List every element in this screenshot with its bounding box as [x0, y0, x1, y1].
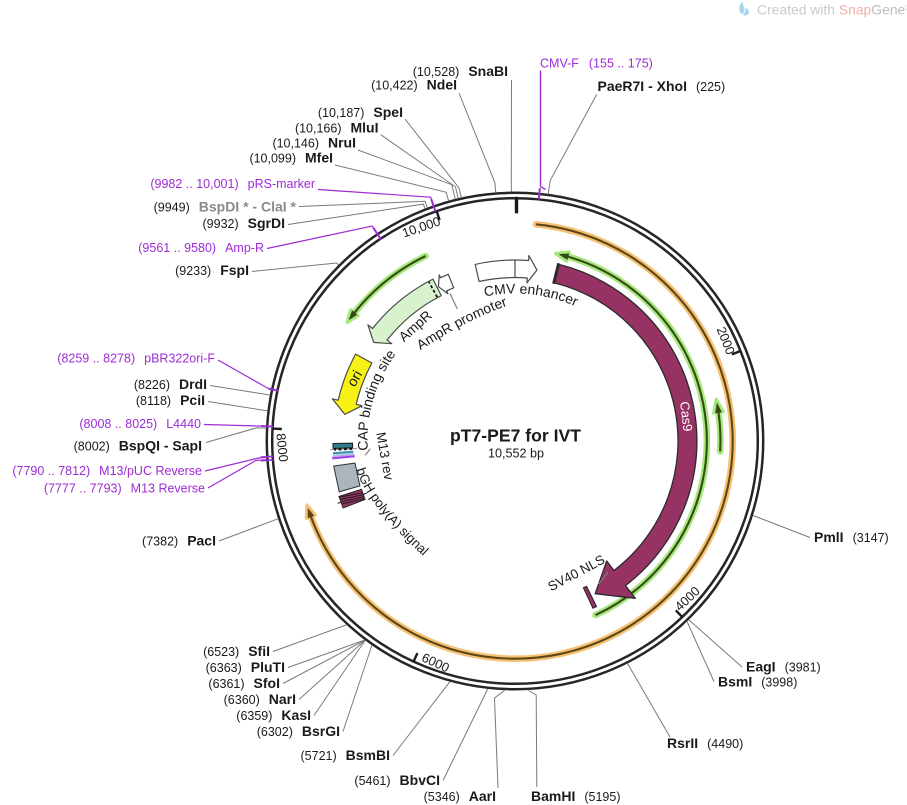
svg-text:(6523)SfiI: (6523) SfiI	[203, 643, 270, 659]
svg-text:Cas9: Cas9	[677, 401, 696, 433]
svg-text:PaeR7I - XhoI(225): PaeR7I - XhoI (225)	[598, 78, 726, 94]
svg-text:10,552 bp: 10,552 bp	[488, 447, 544, 461]
svg-text:8000: 8000	[273, 432, 291, 462]
svg-text:(10,099)MfeI: (10,099) MfeI	[249, 150, 333, 166]
svg-text:(9561 .. 9580)Amp-R: (9561 .. 9580) Amp-R	[138, 241, 264, 255]
svg-text:(10,166)MluI: (10,166) MluI	[295, 120, 379, 136]
svg-text:(9982 .. 10,001)pRS-marker: (9982 .. 10,001) pRS-marker	[150, 177, 315, 191]
svg-text:pT7-PE7 for IVT: pT7-PE7 for IVT	[450, 426, 581, 446]
svg-text:(8118)PciI: (8118) PciI	[136, 392, 205, 408]
svg-text:(7790 .. 7812)M13/pUC Reverse: (7790 .. 7812) M13/pUC Reverse	[12, 464, 202, 478]
svg-text:CMV-F(155 .. 175): CMV-F (155 .. 175)	[540, 57, 653, 71]
svg-text:(10,187)SpeI: (10,187) SpeI	[318, 104, 403, 120]
svg-text:(8002)BspQI - SapI: (8002) BspQI - SapI	[74, 438, 202, 454]
svg-text:(6361)SfoI: (6361) SfoI	[208, 675, 280, 691]
svg-text:(8259 .. 8278)pBR322ori-F: (8259 .. 8278) pBR322ori-F	[57, 352, 215, 366]
svg-text:ori: ori	[344, 368, 366, 390]
svg-text:(8008 .. 8025)L4440: (8008 .. 8025) L4440	[79, 417, 201, 431]
svg-text:(10,422)NdeI: (10,422) NdeI	[371, 77, 457, 93]
svg-text:Created with SnapGene®: Created with SnapGene®	[757, 2, 907, 18]
svg-text:(9949)BspDI * - ClaI *: (9949) BspDI * - ClaI *	[154, 199, 297, 215]
svg-text:(10,146)NruI: (10,146) NruI	[272, 135, 356, 151]
svg-text:(5721)BsmBI: (5721) BsmBI	[301, 747, 391, 763]
